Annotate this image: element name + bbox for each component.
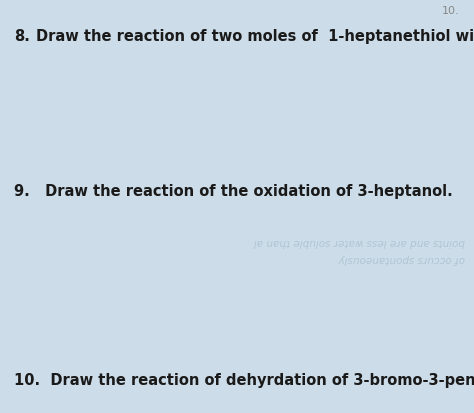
Text: 9.   Draw the reaction of the oxidation of 3-heptanol.: 9. Draw the reaction of the oxidation of… <box>14 184 453 199</box>
Text: of occurs spontaneously: of occurs spontaneously <box>338 253 465 263</box>
Text: 8.: 8. <box>14 29 30 44</box>
Text: Draw the reaction of two moles of  1-heptanethiol with Pb: Draw the reaction of two moles of 1-hept… <box>36 29 474 44</box>
Text: 10.  Draw the reaction of dehyrdation of 3-bromo-3-pentanol at 180 deg C.: 10. Draw the reaction of dehyrdation of … <box>14 372 474 387</box>
Text: boints and are less water soluble than al: boints and are less water soluble than a… <box>254 237 465 247</box>
Text: 10.: 10. <box>442 6 460 16</box>
